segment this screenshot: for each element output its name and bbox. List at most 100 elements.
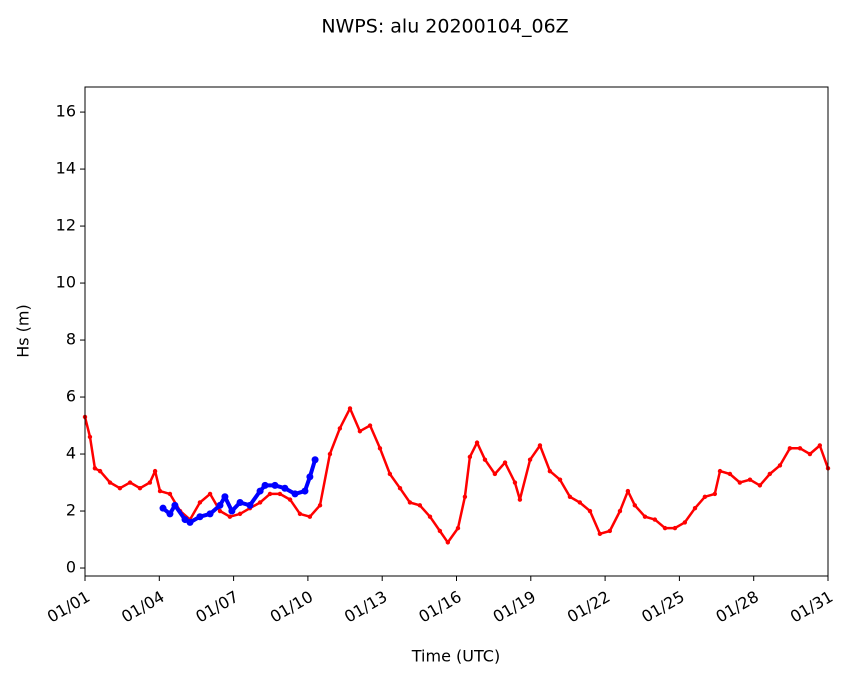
data-point [297, 511, 303, 517]
data-point [147, 480, 153, 485]
data-point [306, 473, 314, 481]
data-point [767, 471, 772, 477]
data-point [207, 491, 213, 497]
data-point [206, 510, 214, 518]
data-point [727, 471, 733, 477]
x-axis-label: Time (UTC) [411, 647, 500, 666]
data-point [347, 406, 353, 411]
data-point [311, 456, 319, 464]
data-point [196, 513, 204, 521]
data-point [527, 457, 533, 462]
x-tick-label: 01/19 [490, 587, 539, 627]
data-point [92, 466, 98, 471]
y-tick-label: 6 [66, 387, 76, 406]
data-point [167, 491, 173, 497]
x-tick-label: 01/01 [44, 587, 93, 627]
data-point [757, 483, 763, 488]
data-point [291, 490, 299, 498]
y-tick-label: 8 [66, 330, 76, 349]
data-point [256, 487, 264, 495]
data-point [672, 525, 678, 531]
data-point [157, 488, 163, 494]
data-point [228, 507, 236, 515]
data-point [712, 491, 718, 497]
data-point [267, 491, 273, 497]
data-point [387, 471, 393, 477]
data-point [455, 525, 461, 531]
data-point [97, 468, 103, 474]
y-tick-label: 16 [56, 102, 76, 121]
data-point [737, 480, 743, 485]
data-point [662, 525, 668, 531]
data-point [717, 468, 723, 474]
data-point [287, 497, 293, 502]
data-point [807, 451, 813, 457]
data-point [625, 488, 631, 494]
data-point [377, 446, 383, 451]
data-point [197, 500, 203, 505]
data-point [217, 508, 223, 514]
data-point [462, 494, 468, 499]
data-point [107, 480, 113, 485]
data-point [307, 514, 313, 519]
x-tick-label: 01/28 [713, 587, 762, 627]
data-point [367, 423, 373, 428]
data-point [281, 484, 289, 492]
data-point [567, 494, 573, 499]
data-point [166, 510, 174, 518]
data-point [159, 504, 167, 512]
data-point [227, 514, 233, 519]
data-point [152, 468, 158, 474]
data-point [237, 511, 243, 517]
data-point [652, 517, 658, 522]
data-point [797, 446, 803, 451]
y-tick-label: 12 [56, 216, 76, 235]
data-point [246, 501, 254, 509]
data-point [397, 486, 403, 491]
x-tick-label: 01/13 [341, 587, 390, 627]
data-point [257, 500, 263, 505]
y-axis-label: Hs (m) [14, 304, 33, 358]
x-tick-label: 01/31 [787, 587, 836, 627]
data-point [692, 505, 698, 511]
data-point [137, 486, 143, 491]
data-point [117, 486, 123, 491]
data-point [221, 493, 229, 501]
data-point [277, 491, 283, 497]
x-tick-label: 01/16 [415, 587, 464, 627]
data-point [337, 426, 343, 431]
data-point [216, 501, 224, 509]
y-tick-label: 14 [56, 159, 76, 178]
series-line [83, 407, 830, 544]
data-point [127, 480, 133, 485]
data-point [597, 531, 603, 537]
plot-area [82, 406, 831, 545]
data-point [186, 518, 194, 526]
data-point [577, 500, 583, 505]
data-point [261, 481, 269, 489]
x-tick-label: 01/04 [118, 587, 167, 627]
data-point [557, 477, 563, 482]
data-point [817, 443, 823, 448]
data-point [417, 503, 423, 508]
data-point [301, 487, 309, 495]
data-point [482, 457, 488, 462]
data-point [547, 468, 553, 474]
data-point [357, 429, 363, 434]
data-point [617, 508, 623, 514]
data-point [407, 500, 413, 505]
data-point [502, 460, 508, 465]
x-tick-label: 01/25 [638, 587, 687, 627]
y-tick-label: 0 [66, 558, 76, 577]
data-point [327, 451, 333, 457]
data-point [271, 481, 279, 489]
data-point [787, 446, 793, 451]
data-point [87, 434, 93, 440]
data-point [702, 494, 708, 499]
y-tick-label: 10 [56, 273, 76, 292]
x-tick-label: 01/07 [192, 587, 241, 627]
data-point [642, 514, 648, 519]
x-tick-label: 01/22 [564, 587, 613, 627]
data-point [537, 443, 543, 448]
y-tick-label: 2 [66, 501, 76, 520]
